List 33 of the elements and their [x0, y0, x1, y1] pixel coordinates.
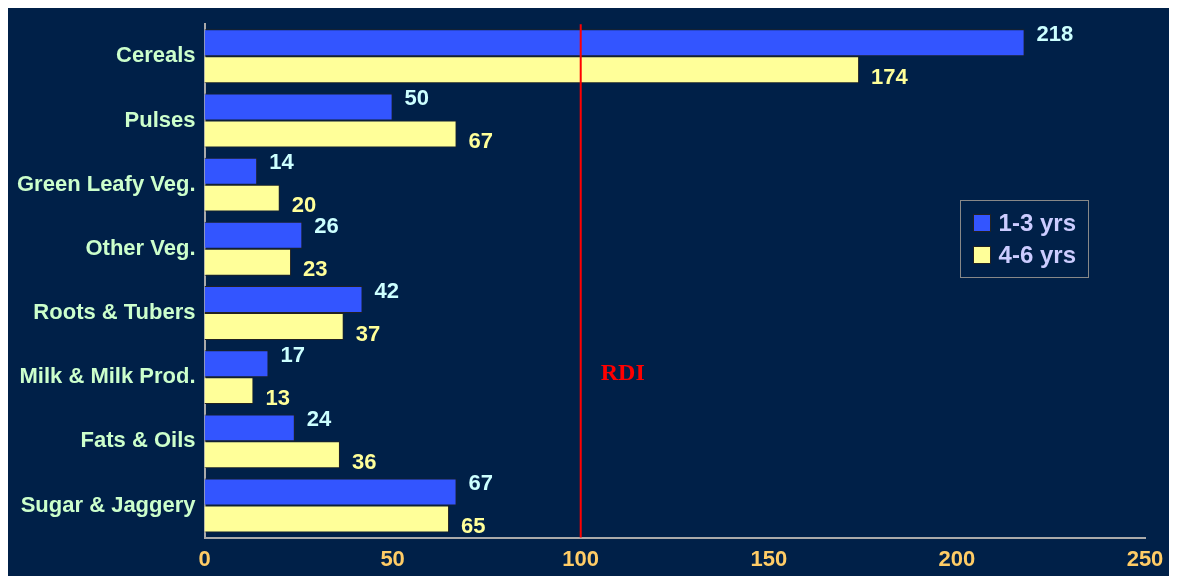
x-tick-label: 0	[198, 545, 211, 571]
data-label: 65	[461, 513, 486, 539]
y-tick-label: Other Veg.	[85, 234, 196, 260]
data-label: 67	[468, 470, 494, 496]
y-tick-label: Milk & Milk Prod.	[19, 363, 196, 389]
x-tick-label: 150	[750, 545, 788, 571]
legend-label: 4-6 yrs	[998, 240, 1076, 270]
y-tick-label: Roots & Tubers	[33, 299, 196, 325]
y-tick-label: Fats & Oils	[80, 427, 196, 453]
data-label: 17	[280, 341, 305, 367]
data-label: 24	[306, 405, 333, 431]
x-tick-label: 200	[938, 545, 976, 571]
data-label: 14	[269, 149, 295, 175]
y-tick-label: Green Leafy Veg.	[16, 170, 196, 196]
data-label: 13	[265, 384, 290, 410]
data-label: 26	[314, 213, 339, 239]
y-tick-label: Sugar & Jaggery	[20, 491, 197, 517]
data-label: 174	[871, 63, 909, 89]
x-tick-label: 250	[1126, 545, 1164, 571]
y-tick-label: Pulses	[124, 106, 196, 132]
data-label: 50	[404, 85, 430, 111]
data-label: 218	[1036, 20, 1074, 46]
data-label: 67	[468, 128, 494, 153]
legend-label: 1-3 yrs	[998, 208, 1076, 238]
ref-line-label: RDI	[600, 358, 645, 385]
data-label: 37	[355, 320, 381, 346]
x-tick-label: 100	[562, 545, 600, 571]
data-label: 42	[374, 277, 400, 303]
data-label: 20	[291, 192, 317, 218]
y-tick-label: Cereals	[116, 42, 196, 68]
x-tick-label: 50	[380, 545, 405, 571]
data-label: 36	[351, 448, 377, 474]
data-label: 23	[303, 256, 328, 282]
